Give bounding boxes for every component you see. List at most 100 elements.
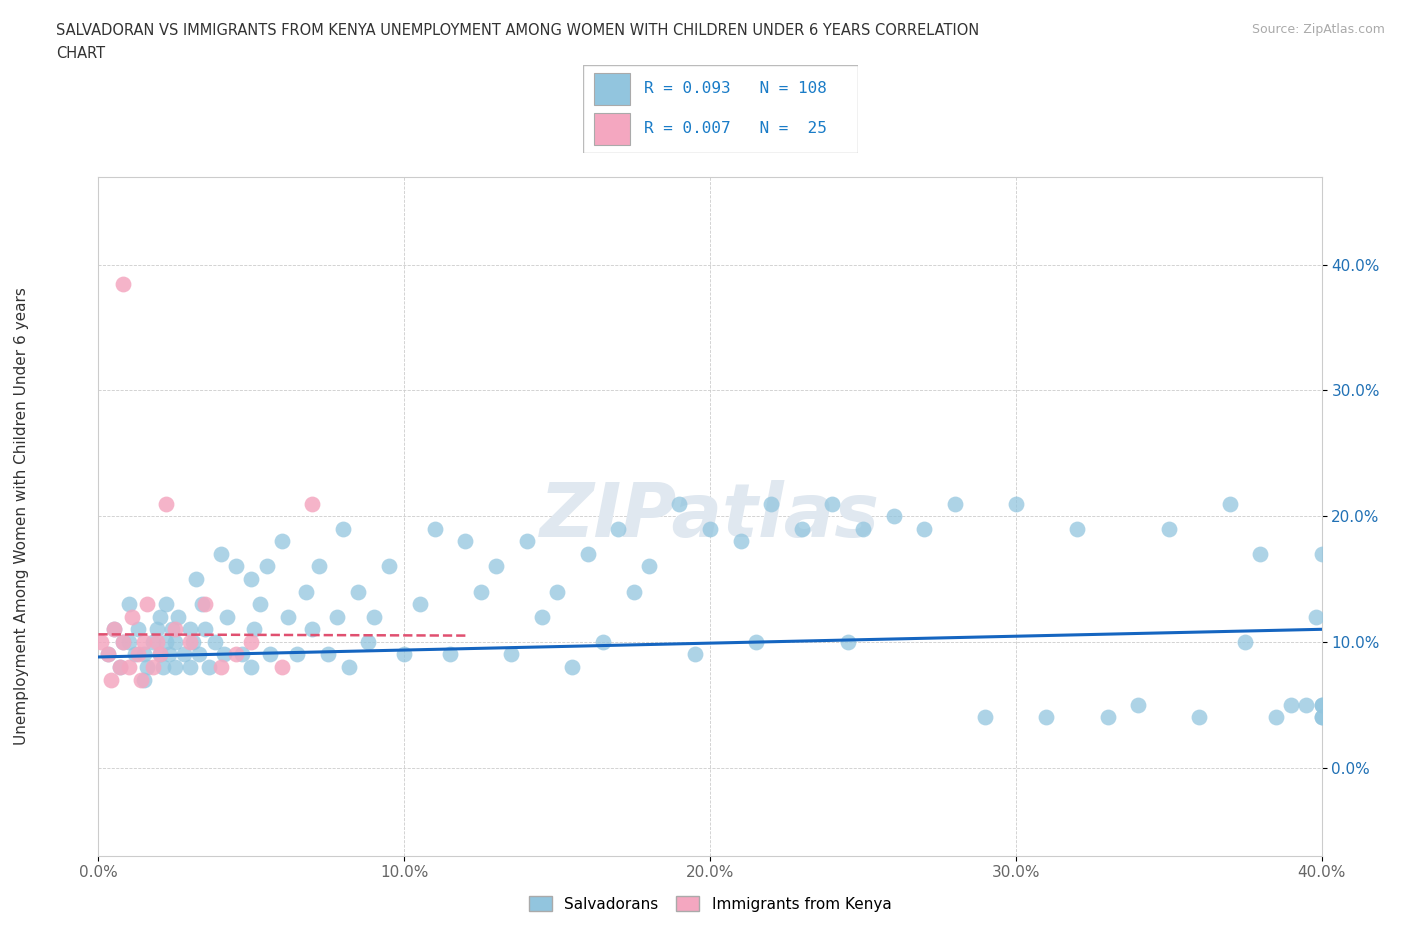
Point <box>1234 634 1257 649</box>
Point <box>1128 698 1150 712</box>
Point <box>142 634 165 649</box>
Point <box>1188 710 1211 724</box>
Point <box>136 597 159 612</box>
Point <box>561 659 583 674</box>
Point <box>1310 698 1333 712</box>
Point <box>186 572 208 587</box>
Point <box>943 496 966 511</box>
Point <box>136 659 159 674</box>
Text: Unemployment Among Women with Children Under 6 years: Unemployment Among Women with Children U… <box>14 287 28 745</box>
Point <box>912 522 935 537</box>
Point <box>363 609 385 624</box>
Point <box>249 597 271 612</box>
Point <box>837 634 859 649</box>
Point <box>1310 710 1333 724</box>
Point <box>699 522 721 537</box>
Point <box>1279 698 1302 712</box>
Point <box>231 647 253 662</box>
Point <box>111 634 134 649</box>
Point <box>1264 710 1286 724</box>
Point <box>683 647 706 662</box>
Point <box>316 647 339 662</box>
Point <box>332 522 354 537</box>
Point <box>145 634 167 649</box>
Point <box>129 672 152 687</box>
Point <box>745 634 768 649</box>
Point <box>111 276 134 291</box>
Bar <box>595 73 630 105</box>
Point <box>160 622 183 637</box>
Point <box>240 634 263 649</box>
Point <box>301 622 323 637</box>
Point <box>347 584 370 599</box>
Point <box>194 622 217 637</box>
Point <box>592 634 614 649</box>
Point <box>111 634 134 649</box>
Point <box>501 647 523 662</box>
Point <box>301 496 323 511</box>
Point <box>209 659 232 674</box>
Point <box>759 496 782 511</box>
Point <box>1219 496 1241 511</box>
Point <box>145 622 167 637</box>
Point <box>225 559 247 574</box>
Text: R = 0.007   N =  25: R = 0.007 N = 25 <box>644 121 827 136</box>
Point <box>163 622 186 637</box>
Point <box>308 559 330 574</box>
Point <box>790 522 813 537</box>
Point <box>1035 710 1057 724</box>
Point <box>668 496 690 511</box>
Point <box>142 659 165 674</box>
Point <box>1310 710 1333 724</box>
Point <box>1310 698 1333 712</box>
Text: SALVADORAN VS IMMIGRANTS FROM KENYA UNEMPLOYMENT AMONG WOMEN WITH CHILDREN UNDER: SALVADORAN VS IMMIGRANTS FROM KENYA UNEM… <box>56 23 980 38</box>
Point <box>108 659 131 674</box>
Point <box>127 622 149 637</box>
Point <box>209 547 232 562</box>
Point <box>270 534 292 549</box>
Point <box>149 647 172 662</box>
Point <box>118 597 141 612</box>
Point <box>1310 547 1333 562</box>
Point <box>100 672 122 687</box>
Point <box>439 647 461 662</box>
Point <box>194 597 217 612</box>
Point <box>974 710 997 724</box>
Point <box>530 609 553 624</box>
Point <box>356 634 378 649</box>
Point <box>127 647 149 662</box>
Point <box>103 622 125 637</box>
Point <box>821 496 844 511</box>
Point <box>179 659 201 674</box>
Point <box>1305 609 1327 624</box>
Point <box>118 634 141 649</box>
Point <box>240 659 263 674</box>
Point <box>378 559 401 574</box>
Point <box>285 647 308 662</box>
Point <box>97 647 120 662</box>
Point <box>163 659 186 674</box>
Point <box>225 647 247 662</box>
Point <box>485 559 508 574</box>
Point <box>181 634 204 649</box>
Point <box>1249 547 1271 562</box>
Point <box>124 647 146 662</box>
Point <box>108 659 131 674</box>
Point <box>121 609 143 624</box>
Point <box>883 509 905 524</box>
Point <box>197 659 219 674</box>
Point <box>516 534 538 549</box>
Point <box>259 647 281 662</box>
Point <box>191 597 214 612</box>
Bar <box>595 113 630 145</box>
Point <box>423 522 446 537</box>
Point <box>103 622 125 637</box>
Point <box>256 559 278 574</box>
Point <box>408 597 430 612</box>
Point <box>157 647 180 662</box>
Text: CHART: CHART <box>56 46 105 61</box>
Point <box>173 647 195 662</box>
Point <box>167 609 190 624</box>
Legend: Salvadorans, Immigrants from Kenya: Salvadorans, Immigrants from Kenya <box>522 888 898 919</box>
Point <box>155 597 177 612</box>
